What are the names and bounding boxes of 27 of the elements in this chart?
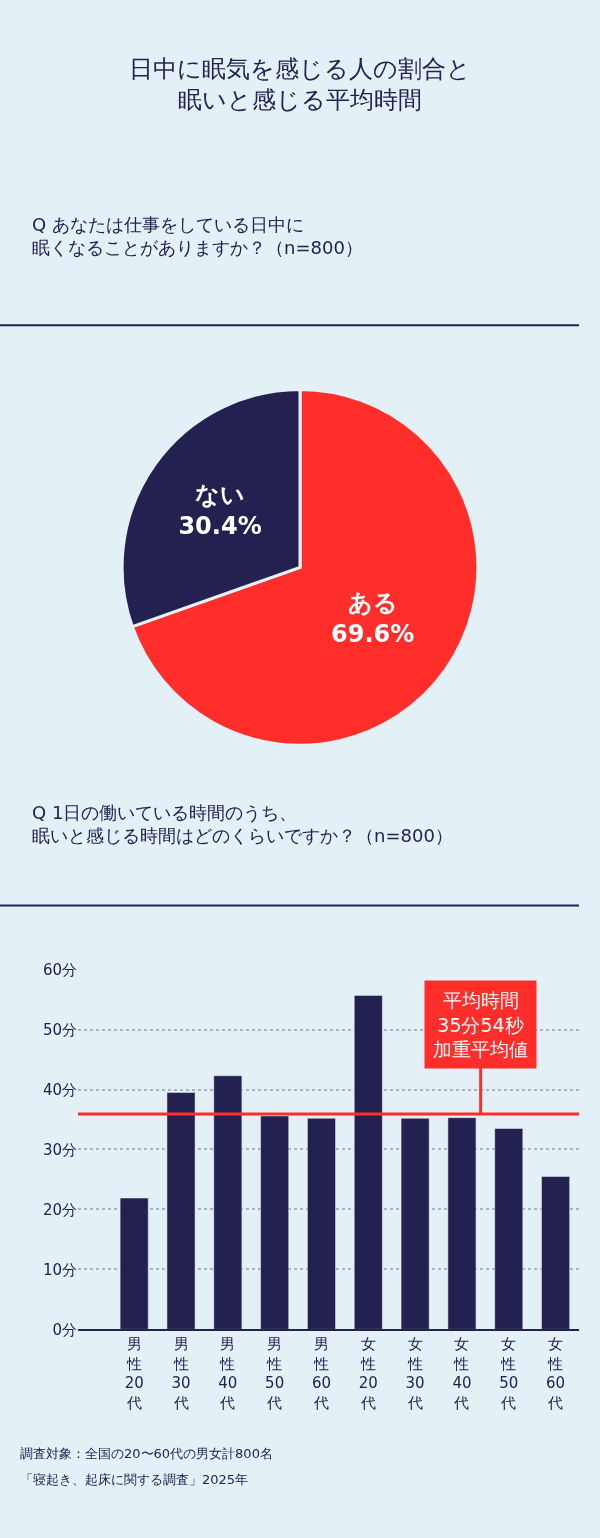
y-tick-label: 20分 <box>42 1200 77 1219</box>
chart-title: 日中に眠気を感じる人の割合と眠いと感じる平均時間 <box>129 55 471 115</box>
x-tick-label: 女性20代 <box>358 1335 378 1412</box>
text: 「寝起き、起床に関する調査」2025年 <box>20 1472 249 1487</box>
x-tick-label: 女性50代 <box>499 1335 519 1412</box>
slice-label: ない <box>195 481 246 510</box>
y-tick-label: 30分 <box>42 1140 77 1159</box>
y-tick-label: 60分 <box>42 960 77 979</box>
chart-title: Q 1日の働いている時間のうち、眠いと感じる時間はどのくらいですか？（n=800） <box>32 802 453 847</box>
x-tick-label: 女性40代 <box>452 1335 472 1412</box>
y-tick-label: 0分 <box>52 1320 77 1339</box>
x-tick-label: 女性60代 <box>546 1335 566 1412</box>
y-tick-label: 40分 <box>42 1080 77 1099</box>
slice-label: ある <box>347 589 398 618</box>
x-tick-label: 男性20代 <box>124 1335 144 1412</box>
y-tick-label: 10分 <box>42 1260 77 1279</box>
text: 調査対象：全国の20〜60代の男女計800名 <box>20 1446 273 1461</box>
chart-subtitle: Q あなたは仕事をしている日中に眠くなることがありますか？（n=800） <box>32 214 363 259</box>
data-label: 69.6% <box>330 620 415 649</box>
data-label: 30.4% <box>178 512 262 541</box>
x-tick-label: 男性30代 <box>171 1335 191 1412</box>
y-tick-label: 50分 <box>42 1020 77 1039</box>
x-tick-label: 男性40代 <box>218 1335 238 1412</box>
x-tick-label: 男性50代 <box>265 1335 285 1412</box>
x-tick-label: 男性60代 <box>311 1335 332 1412</box>
x-tick-label: 女性30代 <box>405 1335 425 1412</box>
ref-line-label: 平均時間35分54秒加重平均値 <box>433 989 528 1061</box>
